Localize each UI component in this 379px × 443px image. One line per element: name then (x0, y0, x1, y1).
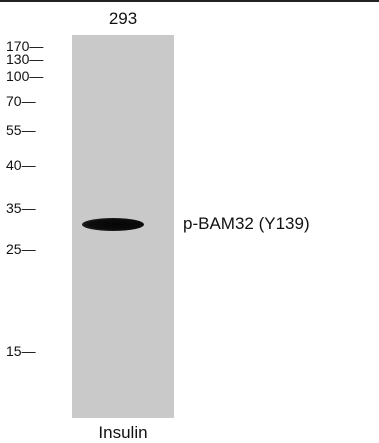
sample-lane-label: 293 (108, 9, 138, 28)
marker-35: 35— (6, 200, 36, 216)
treatment-label: Insulin (98, 423, 148, 442)
marker-40: 40— (6, 157, 36, 173)
band-target-label: p-BAM32 (Y139) (183, 214, 310, 233)
blot-lane (72, 35, 174, 418)
marker-15: 15— (6, 343, 36, 359)
marker-130: 130— (6, 51, 44, 67)
marker-70: 70— (6, 93, 36, 109)
marker-25: 25— (6, 241, 36, 257)
marker-170: 170— (6, 38, 44, 54)
top-border-line (0, 0, 379, 2)
marker-55: 55— (6, 122, 36, 138)
marker-100: 100— (6, 68, 44, 84)
protein-band (82, 218, 144, 231)
